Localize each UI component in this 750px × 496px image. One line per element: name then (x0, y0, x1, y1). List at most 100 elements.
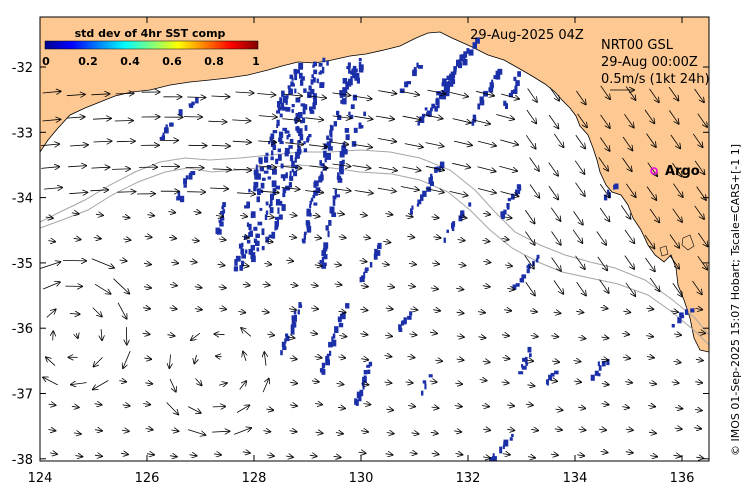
current-vector (573, 211, 583, 224)
current-vector (574, 160, 584, 174)
current-vector (499, 165, 517, 171)
sst-patch (326, 153, 331, 160)
current-vector (478, 337, 486, 338)
current-vector (452, 118, 471, 123)
sst-patch (404, 81, 409, 88)
sst-patch (271, 150, 274, 156)
sst-patch (316, 78, 319, 84)
current-vector (218, 383, 227, 385)
current-vector (169, 354, 170, 369)
sst-patch (276, 110, 281, 114)
current-vector (432, 263, 439, 264)
sst-patch (458, 215, 463, 222)
current-vector (435, 360, 442, 361)
sst-patch (297, 309, 300, 315)
sst-patch (250, 211, 256, 218)
sst-patch (291, 315, 295, 320)
sst-patch (272, 130, 278, 134)
current-vector (266, 409, 273, 410)
current-vector (500, 93, 519, 99)
current-vector (330, 142, 348, 145)
argo-marker (650, 167, 658, 175)
current-vector (147, 215, 154, 216)
current-vector (599, 279, 609, 293)
sst-patch (323, 242, 329, 249)
current-vector (381, 264, 389, 265)
sst-patch (350, 104, 355, 109)
sst-patch (508, 92, 513, 98)
sst-patch (532, 260, 535, 267)
sst-patch (319, 368, 324, 373)
sst-patch (296, 125, 299, 133)
sst-patch (289, 138, 294, 144)
sst-patch (309, 110, 315, 114)
current-vector (600, 114, 610, 128)
current-vector (189, 455, 197, 456)
sst-patch (313, 61, 317, 67)
current-vector (69, 192, 87, 193)
plot-frame (39, 16, 710, 462)
current-vector (378, 139, 396, 142)
sst-patch (275, 158, 279, 165)
sst-patch (517, 71, 521, 77)
sst-patch (507, 197, 511, 202)
sst-patch (449, 75, 453, 82)
current-vector (576, 311, 583, 312)
current-vector (169, 308, 177, 309)
sst-patch (346, 84, 349, 90)
sst-patch (164, 127, 169, 134)
x-tick-label: 134 (563, 471, 588, 486)
current-vector (314, 237, 321, 238)
sst-patch (319, 70, 325, 74)
colorbar-tick-0: 0 (42, 55, 50, 68)
sst-patch (294, 157, 297, 163)
current-vector (525, 404, 533, 405)
current-vector (286, 260, 293, 261)
sst-patch (451, 222, 454, 229)
current-vector (504, 217, 512, 218)
current-vector (483, 457, 490, 458)
sst-patch (471, 120, 475, 126)
current-vector (646, 186, 656, 200)
sst-patch (294, 88, 297, 94)
sst-patch (297, 144, 300, 149)
x-tick-label: 124 (28, 471, 53, 486)
current-vector (258, 116, 277, 118)
current-vector (525, 135, 535, 148)
sst-patch (428, 177, 433, 184)
sst-patch (294, 73, 298, 81)
sst-patch (312, 93, 317, 99)
sst-patch (255, 164, 258, 170)
sst-patch (233, 266, 238, 272)
current-vector (550, 207, 560, 221)
current-vector (524, 209, 534, 223)
sst-patch (334, 326, 339, 333)
current-vector (459, 217, 467, 218)
sst-patch (301, 238, 304, 242)
sst-patch (352, 65, 357, 73)
current-vector (241, 237, 249, 238)
sst-patch (336, 110, 340, 116)
sst-patch (337, 178, 343, 183)
sst-patch (342, 87, 348, 93)
sst-patch (337, 172, 340, 177)
current-vector (189, 261, 197, 262)
sst-patch (477, 103, 481, 110)
sst-patch (457, 62, 462, 67)
sst-patch (326, 353, 330, 361)
sst-patch (288, 133, 291, 138)
current-vector (335, 433, 343, 434)
current-vector (143, 308, 150, 309)
current-vector (674, 428, 682, 429)
current-vector (311, 381, 319, 382)
sst-patch (348, 78, 353, 86)
current-vector (336, 383, 344, 384)
sst-patch (257, 188, 261, 196)
sst-patch (439, 161, 445, 169)
current-vector (44, 188, 62, 190)
current-vector (168, 212, 175, 213)
current-vector (384, 335, 392, 336)
current-vector (187, 97, 205, 98)
current-vector (507, 405, 514, 406)
current-vector (43, 377, 58, 386)
